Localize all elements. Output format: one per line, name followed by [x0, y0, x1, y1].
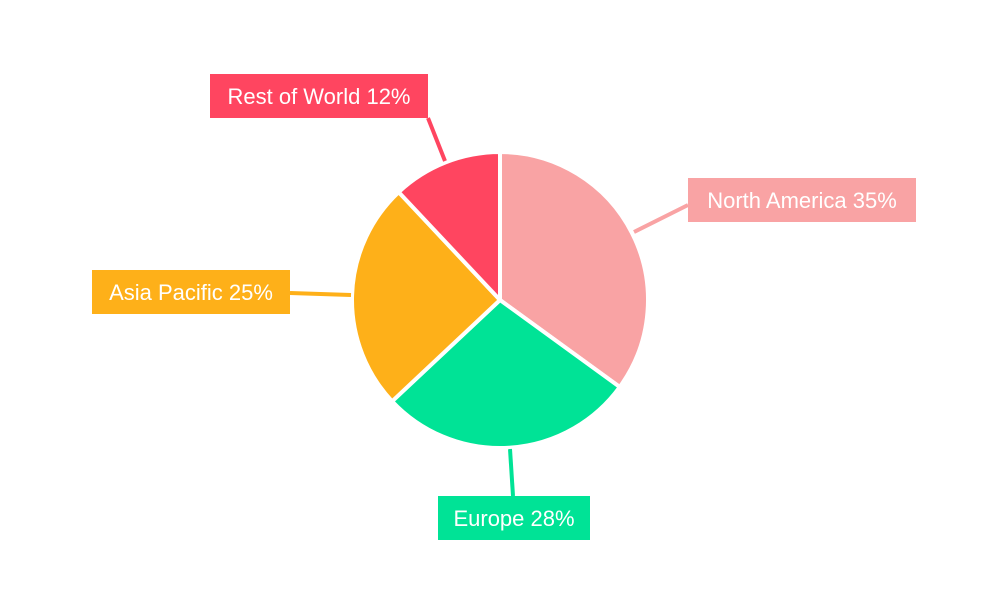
connector-line-rest-of-world: [426, 117, 447, 162]
data-label-box-rest-of-world: [210, 74, 428, 118]
data-label-box-asia-pacific: [92, 270, 290, 314]
connector-line-north-america: [633, 203, 689, 234]
pie-slice-north-america[interactable]: [498, 150, 650, 389]
data-label-asia-pacific: Asia Pacific 25%: [109, 280, 273, 305]
data-label-box-north-america: [688, 178, 916, 222]
data-label-europe: Europe 28%: [453, 506, 574, 531]
pie-slice-rest-of-world[interactable]: [396, 150, 502, 302]
pie-slice-asia-pacific[interactable]: [350, 190, 502, 404]
pie-slice-europe[interactable]: [390, 298, 622, 450]
connector-line-asia-pacific: [289, 291, 352, 297]
data-label-rest-of-world: Rest of World 12%: [227, 84, 410, 109]
connector-line-europe: [508, 448, 515, 497]
data-label-box-europe: [438, 496, 590, 540]
data-label-north-america: North America 35%: [707, 188, 897, 213]
